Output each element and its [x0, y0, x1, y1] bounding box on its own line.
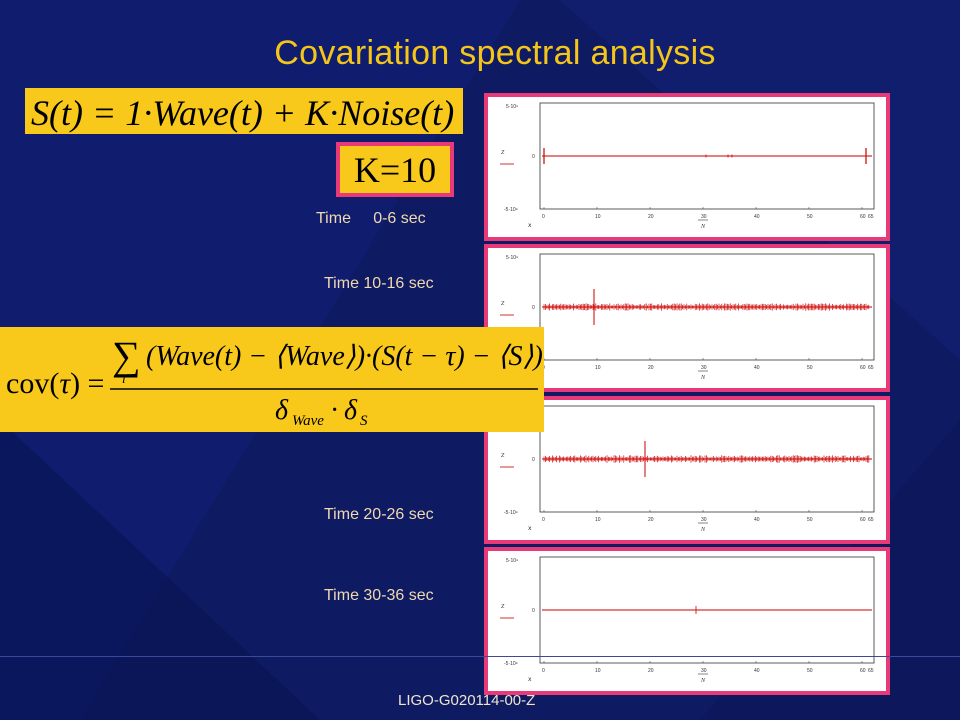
x-tick-label: 60 [860, 517, 866, 523]
covariance-formula: cov(τ) = ∑ i (Wave(t) − ⟨Wave⟩)·(S(t − τ… [0, 327, 544, 432]
x-tick-label: 50 [807, 214, 813, 220]
y-tick-bottom: -5·10⁹ [504, 207, 518, 213]
slide-title: Covariation spectral analysis [274, 34, 716, 72]
time-label-2: Time 10-16 sec [324, 275, 434, 292]
y-tick-zero: 0 [532, 457, 535, 463]
svg-text:·: · [330, 395, 339, 426]
x-end-label: 65 [868, 517, 874, 523]
x-tick-label: 60 [860, 668, 866, 674]
x-tick-label: 30 [701, 668, 707, 674]
y-tick-bottom: -5·10⁹ [504, 661, 518, 667]
corner-mark: ⅹ [528, 526, 532, 532]
x-axis-var: N [700, 375, 706, 381]
y-axis-var: Z [501, 301, 505, 307]
svg-text:i: i [122, 371, 126, 386]
y-tick-zero: 0 [532, 154, 535, 160]
x-axis-var: N [700, 527, 706, 533]
svg-text:δ: δ [275, 395, 289, 426]
x-tick-label: 10 [595, 517, 601, 523]
footer-id: LIGO-G020114-00-Z [398, 692, 536, 709]
x-tick-label: 50 [807, 365, 813, 371]
y-tick-zero: 0 [532, 305, 535, 311]
svg-text:δ: δ [344, 395, 358, 426]
x-tick-label: 60 [860, 365, 866, 371]
x-tick-label: 10 [595, 668, 601, 674]
x-tick-label: 20 [648, 365, 654, 371]
x-axis-var: N [700, 224, 706, 230]
svg-text:Wave: Wave [292, 413, 324, 429]
plot-frame [539, 253, 875, 361]
svg-text:∑: ∑ [112, 333, 141, 378]
svg-text:(Wave(t) − ⟨Wave⟩)·(S(t − τ) −: (Wave(t) − ⟨Wave⟩)·(S(t − τ) − ⟨S⟩) [146, 341, 543, 372]
y-tick-zero: 0 [532, 608, 535, 614]
x-axis-var: N [700, 678, 706, 684]
covariance-formula-graphic: cov(τ) = ∑ i (Wave(t) − ⟨Wave⟩)·(S(t − τ… [6, 333, 543, 429]
y-axis-var: Z [501, 453, 505, 459]
x-end-label: 65 [868, 214, 874, 220]
footer-divider [0, 656, 960, 657]
x-tick-label: 50 [807, 668, 813, 674]
x-tick-label: 40 [754, 365, 760, 371]
x-tick-label: 50 [807, 517, 813, 523]
k-value-box: K=10 [336, 142, 454, 197]
y-tick-top: 5·10⁹ [506, 255, 518, 261]
svg-text:cov(τ) =: cov(τ) = [6, 367, 104, 400]
x-tick-label: 60 [860, 214, 866, 220]
y-axis-var: Z [501, 150, 505, 156]
y-tick-top: 5·10⁹ [506, 104, 518, 110]
trace-noise [543, 455, 870, 463]
y-tick-bottom: -5·10⁹ [504, 510, 518, 516]
x-end-label: 65 [868, 365, 874, 371]
x-tick-label: 20 [648, 214, 654, 220]
x-tick-label: 30 [701, 517, 707, 523]
x-tick-label: 0 [542, 517, 545, 523]
x-tick-label: 20 [648, 668, 654, 674]
x-tick-label: 30 [701, 214, 707, 220]
y-axis-var: Z [501, 604, 505, 610]
x-tick-label: 20 [648, 517, 654, 523]
x-tick-label: 40 [754, 517, 760, 523]
trace-noise [543, 303, 870, 311]
time-label-1: Time 0-6 sec [316, 210, 426, 227]
time-label-4: Time 30-36 sec [324, 587, 434, 604]
x-tick-label: 30 [701, 365, 707, 371]
svg-text:S: S [360, 413, 368, 429]
signal-equation: S(t) = 1·Wave(t) + K·Noise(t) [25, 88, 463, 134]
corner-mark: ⅹ [528, 677, 532, 683]
plot-frame [539, 556, 875, 664]
y-tick-top: 5·10⁹ [506, 558, 518, 564]
x-tick-label: 40 [754, 668, 760, 674]
x-tick-label: 40 [754, 214, 760, 220]
time-label-3: Time 20-26 sec [324, 506, 434, 523]
x-tick-label: 0 [542, 668, 545, 674]
plot-frame [539, 405, 875, 513]
corner-mark: ⅹ [528, 223, 532, 229]
plot-frame [539, 102, 875, 210]
x-tick-label: 10 [595, 214, 601, 220]
x-end-label: 65 [868, 668, 874, 674]
x-tick-label: 10 [595, 365, 601, 371]
x-tick-label: 0 [542, 214, 545, 220]
